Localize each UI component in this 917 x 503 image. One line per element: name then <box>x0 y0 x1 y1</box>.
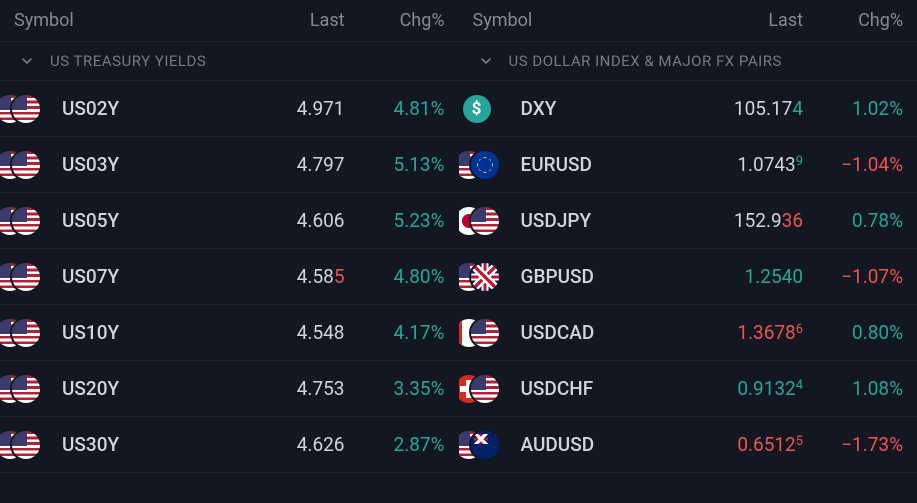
last-price: 4.548 <box>235 321 345 344</box>
chevron-down-icon <box>18 52 36 70</box>
section-toggle-fx[interactable]: US DOLLAR INDEX & MAJOR FX PAIRS <box>459 42 917 81</box>
symbol-name: US07Y <box>50 265 235 288</box>
table-row[interactable]: US02Y4.9714.81% <box>0 81 459 137</box>
last-price: 4.626 <box>235 433 345 456</box>
symbol-flag-icon <box>0 305 50 360</box>
symbol-flag-icon <box>459 361 509 416</box>
last-price: 4.585 <box>235 265 345 288</box>
table-row[interactable]: US20Y4.7533.35% <box>0 361 459 417</box>
section-label: US TREASURY YIELDS <box>50 52 206 70</box>
column-header-last[interactable]: Last <box>235 10 345 31</box>
symbol-name: US03Y <box>50 153 235 176</box>
change-percent: 0.78% <box>803 209 903 232</box>
last-price: 1.2540 <box>693 265 803 288</box>
symbol-flag-icon <box>0 361 50 416</box>
table-row[interactable]: USDJPY152.9360.78% <box>459 193 917 249</box>
table-row[interactable]: US03Y4.7975.13% <box>0 137 459 193</box>
symbol-flag-icon <box>459 417 509 472</box>
watchlist-panel-left: Symbol Last Chg% US TREASURY YIELDS US02… <box>0 0 459 503</box>
symbol-name: US05Y <box>50 209 235 232</box>
column-header-row: Symbol Last Chg% <box>0 0 459 42</box>
table-row[interactable]: US05Y4.6065.23% <box>0 193 459 249</box>
symbol-flag-icon <box>0 249 50 304</box>
table-row[interactable]: USDCHF0.913241.08% <box>459 361 917 417</box>
section-label: US DOLLAR INDEX & MAJOR FX PAIRS <box>509 52 782 70</box>
table-row[interactable]: AUDUSD0.65125−1.73% <box>459 417 917 473</box>
column-header-symbol[interactable]: Symbol <box>473 10 694 31</box>
change-percent: 4.80% <box>345 265 445 288</box>
symbol-flag-icon: $ <box>459 81 509 136</box>
symbol-flag-icon <box>0 137 50 192</box>
symbol-name: EURUSD <box>509 153 694 176</box>
table-row[interactable]: US07Y4.5854.80% <box>0 249 459 305</box>
symbol-name: USDJPY <box>509 209 694 232</box>
change-percent: 5.23% <box>345 209 445 232</box>
change-percent: 2.87% <box>345 433 445 456</box>
last-price: 0.65125 <box>693 433 803 456</box>
column-header-chg[interactable]: Chg% <box>345 10 445 31</box>
watchlist-panel-right: Symbol Last Chg% US DOLLAR INDEX & MAJOR… <box>459 0 917 503</box>
last-price: 1.36786 <box>693 321 803 344</box>
symbol-flag-icon <box>0 417 50 472</box>
symbol-name: USDCAD <box>509 321 694 344</box>
symbol-flag-icon <box>0 193 50 248</box>
rows-container-left: US02Y4.9714.81%US03Y4.7975.13%US05Y4.606… <box>0 81 459 473</box>
column-header-chg[interactable]: Chg% <box>803 10 903 31</box>
symbol-name: US30Y <box>50 433 235 456</box>
symbol-flag-icon <box>459 249 509 304</box>
last-price: 105.174 <box>693 97 803 120</box>
change-percent: −1.07% <box>803 265 903 288</box>
symbol-flag-icon <box>459 137 509 192</box>
table-row[interactable]: US30Y4.6262.87% <box>0 417 459 473</box>
column-header-row: Symbol Last Chg% <box>459 0 917 42</box>
symbol-name: US20Y <box>50 377 235 400</box>
change-percent: −1.04% <box>803 153 903 176</box>
symbol-flag-icon <box>0 81 50 136</box>
change-percent: 4.81% <box>345 97 445 120</box>
symbol-name: GBPUSD <box>509 265 694 288</box>
change-percent: 3.35% <box>345 377 445 400</box>
change-percent: 0.80% <box>803 321 903 344</box>
symbol-name: US10Y <box>50 321 235 344</box>
last-price: 152.936 <box>693 209 803 232</box>
column-header-last[interactable]: Last <box>693 10 803 31</box>
change-percent: 1.08% <box>803 377 903 400</box>
column-header-symbol[interactable]: Symbol <box>14 10 235 31</box>
table-row[interactable]: US10Y4.5484.17% <box>0 305 459 361</box>
symbol-name: US02Y <box>50 97 235 120</box>
change-percent: 4.17% <box>345 321 445 344</box>
change-percent: 5.13% <box>345 153 445 176</box>
table-row[interactable]: $DXY105.1741.02% <box>459 81 917 137</box>
last-price: 4.971 <box>235 97 345 120</box>
symbol-name: AUDUSD <box>509 433 694 456</box>
change-percent: −1.73% <box>803 433 903 456</box>
symbol-flag-icon <box>459 193 509 248</box>
chevron-down-icon <box>477 52 495 70</box>
last-price: 4.606 <box>235 209 345 232</box>
symbol-name: USDCHF <box>509 377 694 400</box>
symbol-name: DXY <box>509 97 694 120</box>
table-row[interactable]: EURUSD1.07439−1.04% <box>459 137 917 193</box>
last-price: 1.07439 <box>693 153 803 176</box>
last-price: 4.797 <box>235 153 345 176</box>
symbol-flag-icon <box>459 305 509 360</box>
section-toggle-treasury[interactable]: US TREASURY YIELDS <box>0 42 459 81</box>
table-row[interactable]: GBPUSD1.2540−1.07% <box>459 249 917 305</box>
table-row[interactable]: USDCAD1.367860.80% <box>459 305 917 361</box>
change-percent: 1.02% <box>803 97 903 120</box>
last-price: 0.91324 <box>693 377 803 400</box>
rows-container-right: $DXY105.1741.02%EURUSD1.07439−1.04%USDJP… <box>459 81 917 473</box>
last-price: 4.753 <box>235 377 345 400</box>
